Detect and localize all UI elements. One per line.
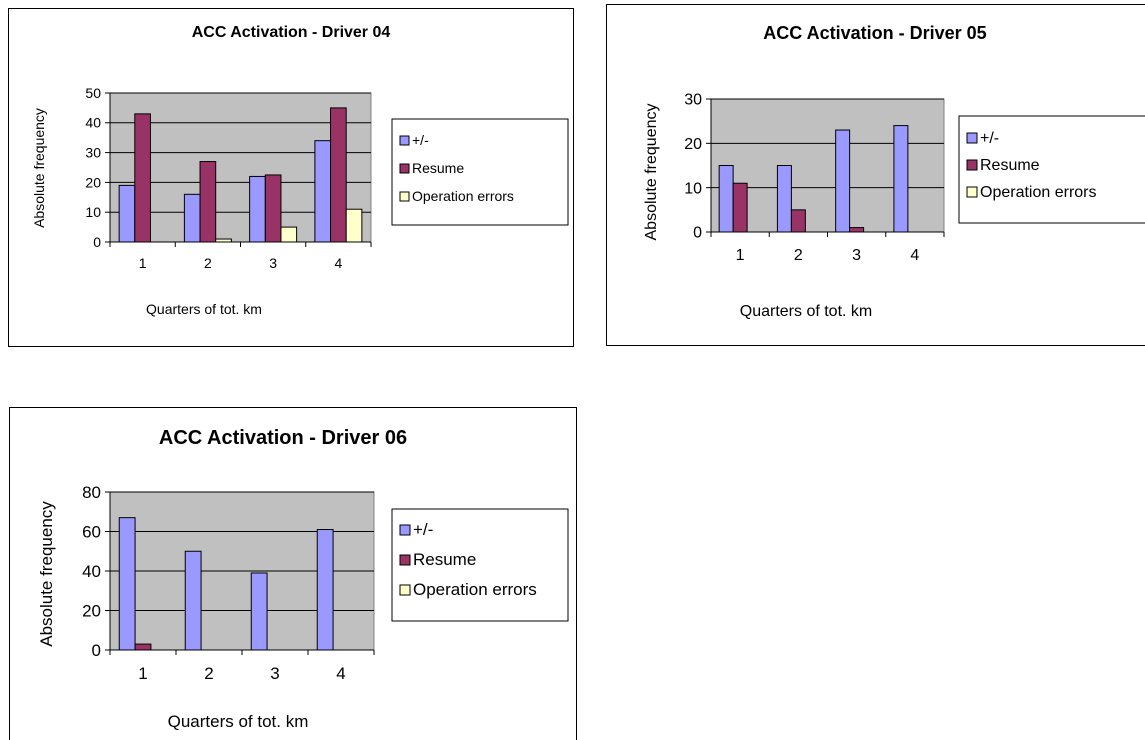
- legend-swatch: [966, 132, 978, 144]
- legend-swatch: [966, 186, 978, 198]
- legend-label: +/-: [412, 132, 429, 148]
- y-tick-label: 60: [82, 522, 101, 541]
- y-tick-label: 10: [85, 204, 101, 220]
- legend-swatch: [966, 159, 978, 171]
- y-tick-label: 80: [82, 483, 101, 502]
- legend-label: Operation errors: [980, 184, 1097, 201]
- bar: [183, 193, 201, 243]
- legend-label: Resume: [980, 157, 1040, 174]
- chart-driver-06: ACC Activation - Driver 06 0 20 40 60 80 1 2 3 4…: [9, 407, 578, 740]
- chart-driver-06-svg: ACC Activation - Driver 06 0 20 40 60 80 1 2 3 4…: [9, 407, 577, 740]
- legend-swatch: [399, 584, 411, 596]
- bar: [849, 227, 865, 233]
- legend-swatch: [399, 554, 411, 566]
- y-tick-label: 20: [684, 136, 702, 153]
- y-tick-label: 50: [85, 85, 101, 101]
- legend-label: +/-: [980, 130, 999, 147]
- y-tick-label: 20: [85, 174, 101, 190]
- chart-driver-04: ACC Activation - Driver 04 0 10 20 30 40 50 1 2…: [8, 8, 574, 347]
- bar: [776, 165, 792, 233]
- legend-label: Operation errors: [413, 580, 537, 599]
- x-tick-label: 1: [736, 247, 745, 264]
- y-tick-label: 20: [82, 601, 101, 620]
- x-tick-label: 4: [334, 255, 342, 271]
- bar: [345, 208, 363, 243]
- bar: [835, 129, 851, 233]
- x-tick-label: 3: [852, 247, 861, 264]
- x-tick-label: 2: [204, 664, 213, 683]
- y-tick-label: 30: [684, 92, 702, 109]
- x-tick-label: 2: [204, 255, 212, 271]
- y-axis-label: Absolute frequency: [31, 108, 47, 228]
- bar: [134, 643, 152, 651]
- legend: [391, 118, 569, 226]
- x-axis-label: Quarters of tot. km: [146, 301, 262, 317]
- legend: [391, 508, 569, 622]
- x-tick-label: 1: [138, 664, 147, 683]
- legend: [958, 115, 1145, 224]
- chart-title: ACC Activation - Driver 06: [159, 427, 407, 449]
- y-tick-label: 40: [85, 115, 101, 131]
- x-axis-label: Quarters of tot. km: [168, 712, 309, 731]
- y-axis-label: Absolute frequency: [643, 104, 660, 241]
- bar: [316, 529, 334, 651]
- y-axis-label: Absolute frequency: [37, 501, 56, 647]
- y-tick-label: 40: [82, 562, 101, 581]
- y-tick-label: 0: [92, 641, 101, 660]
- y-tick-label: 0: [93, 234, 101, 250]
- chart-title: ACC Activation - Driver 05: [763, 23, 986, 43]
- bar: [184, 550, 202, 651]
- y-tick-label: 0: [693, 225, 702, 242]
- legend-swatch: [399, 524, 411, 536]
- x-tick-label: 4: [910, 247, 919, 264]
- y-tick-label: 30: [85, 145, 101, 161]
- y-tick-label: 10: [684, 180, 702, 197]
- x-tick-label: 1: [139, 255, 147, 271]
- chart-driver-04-svg: ACC Activation - Driver 04 0 10 20 30 40 50 1 2…: [8, 8, 574, 347]
- x-tick-label: 4: [336, 664, 345, 683]
- bar: [118, 517, 136, 651]
- x-tick-label: 3: [269, 255, 277, 271]
- bar: [893, 125, 909, 233]
- legend-label: Resume: [412, 160, 464, 176]
- x-tick-label: 2: [794, 247, 803, 264]
- chart-driver-05-svg: ACC Activation - Driver 05 0 10 20 30 1 2 3 4 Q…: [606, 4, 1145, 346]
- legend-label: Resume: [413, 550, 476, 569]
- bar: [280, 226, 298, 243]
- x-axis-label: Quarters of tot. km: [740, 303, 872, 320]
- bar: [134, 113, 151, 243]
- legend-swatch: [399, 163, 410, 174]
- chart-driver-05: ACC Activation - Driver 05 0 10 20 30 1 2 3 4 Q…: [606, 4, 1145, 346]
- bar: [790, 209, 806, 233]
- legend-swatch: [399, 135, 410, 146]
- bar: [330, 107, 347, 243]
- bar: [264, 174, 282, 243]
- legend-label: +/-: [413, 520, 433, 539]
- legend-label: Operation errors: [412, 188, 514, 204]
- bar: [118, 184, 136, 243]
- bar: [215, 238, 232, 243]
- bar: [249, 175, 266, 243]
- x-tick-label: 3: [270, 664, 279, 683]
- bar: [250, 572, 268, 651]
- chart-title: ACC Activation - Driver 04: [192, 24, 391, 41]
- bar: [732, 182, 748, 233]
- legend-swatch: [399, 191, 410, 202]
- bar: [199, 161, 217, 243]
- bar: [314, 140, 332, 243]
- bar: [718, 165, 734, 233]
